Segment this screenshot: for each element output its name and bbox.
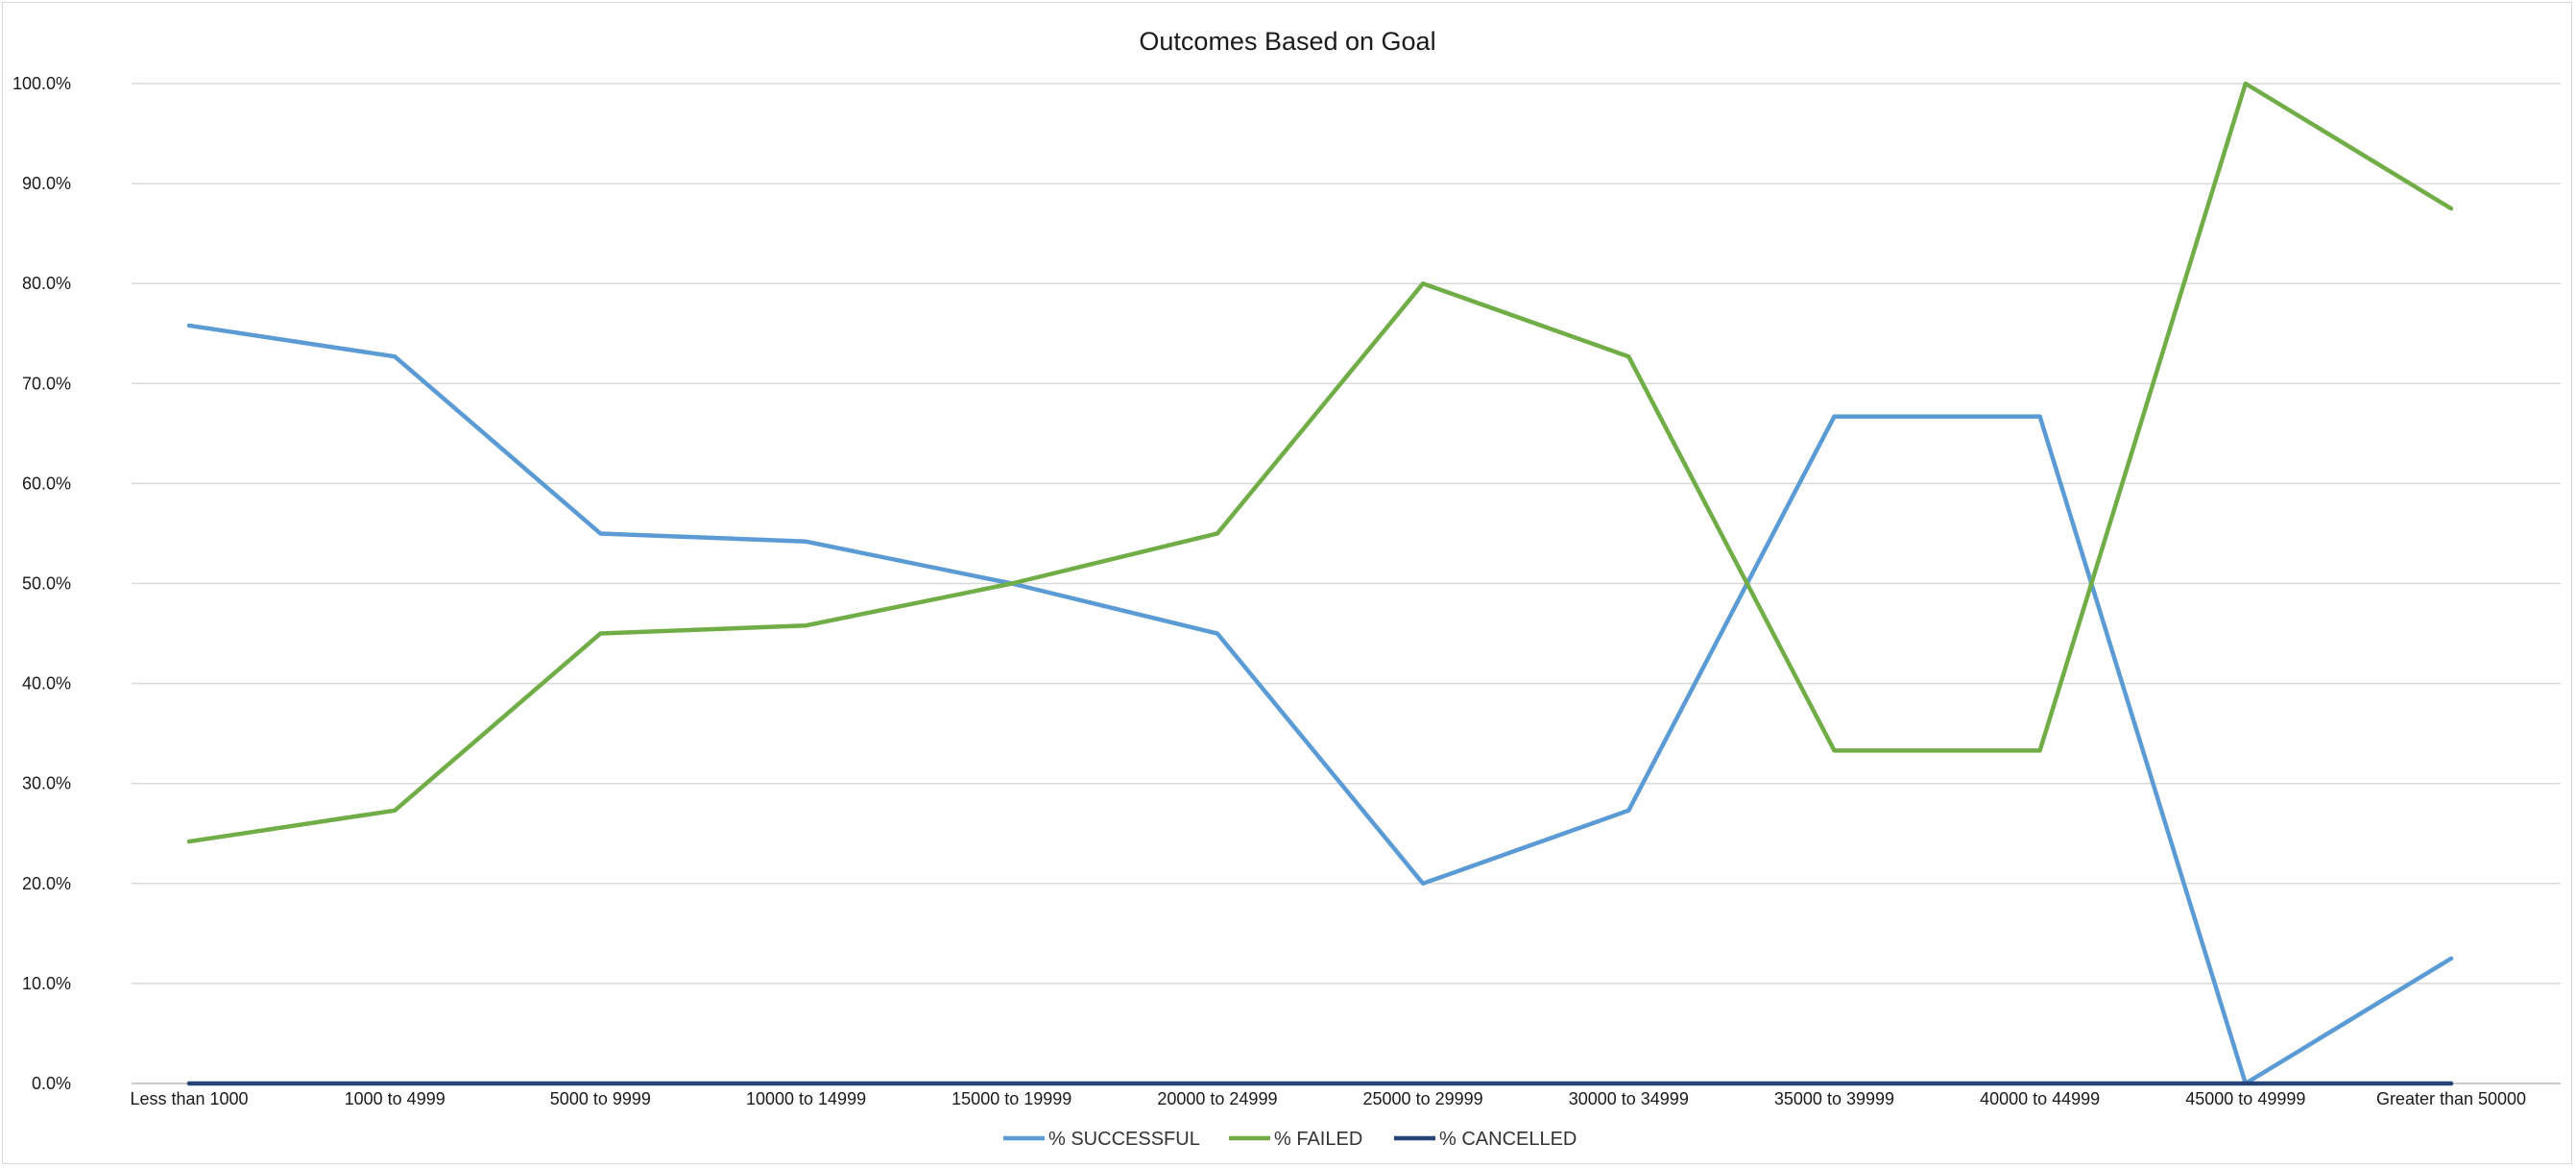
legend-label-successful: % SUCCESSFUL bbox=[1048, 1129, 1200, 1150]
y-tick-label: 70.0% bbox=[22, 374, 71, 393]
x-tick-label: 40000 to 44999 bbox=[1980, 1089, 2100, 1108]
x-tick-label: 35000 to 39999 bbox=[1774, 1089, 1894, 1108]
x-tick-label: 1000 to 4999 bbox=[345, 1089, 445, 1108]
series-lines bbox=[186, 81, 2454, 1086]
y-tick-label: 30.0% bbox=[22, 774, 71, 793]
x-tick-label: Greater than 50000 bbox=[2376, 1089, 2526, 1108]
x-axis-ticks: Less than 1000 1000 to 4999 5000 to 9999 10… bbox=[130, 1089, 2526, 1108]
x-tick-label: 15000 to 19999 bbox=[951, 1089, 1071, 1108]
y-tick-label: 40.0% bbox=[22, 674, 71, 694]
series-line-failed bbox=[186, 81, 2454, 844]
x-tick-label: 30000 to 34999 bbox=[1569, 1089, 1689, 1108]
y-tick-label: 90.0% bbox=[22, 174, 71, 193]
y-tick-label: 10.0% bbox=[22, 974, 71, 993]
x-tick-label: 10000 to 14999 bbox=[746, 1089, 866, 1108]
chart-title: Outcomes Based on Goal bbox=[1139, 27, 1435, 56]
x-tick-label: 5000 to 9999 bbox=[550, 1089, 651, 1108]
y-axis-ticks: 0.0% 10.0% 20.0% 30.0% 40.0% 50.0% 60.0% 70.0% 8… bbox=[12, 74, 71, 1093]
y-tick-label: 50.0% bbox=[22, 574, 71, 594]
y-tick-label: 80.0% bbox=[22, 274, 71, 293]
legend-label-cancelled: % CANCELLED bbox=[1439, 1129, 1577, 1150]
x-tick-label: 20000 to 24999 bbox=[1157, 1089, 1277, 1108]
x-tick-label: 25000 to 29999 bbox=[1363, 1089, 1483, 1108]
legend: % SUCCESSFUL % FAILED % CANCELLED bbox=[1003, 1129, 1577, 1150]
x-tick-label: Less than 1000 bbox=[130, 1089, 248, 1108]
x-tick-label: 45000 to 49999 bbox=[2185, 1089, 2305, 1108]
y-tick-label: 20.0% bbox=[22, 874, 71, 893]
y-tick-label: 100.0% bbox=[12, 74, 71, 93]
y-tick-label: 0.0% bbox=[32, 1074, 71, 1093]
series-line-successful bbox=[186, 323, 2454, 1086]
y-tick-label: 60.0% bbox=[22, 474, 71, 493]
legend-label-failed: % FAILED bbox=[1274, 1129, 1362, 1150]
gridlines bbox=[132, 83, 2561, 1084]
